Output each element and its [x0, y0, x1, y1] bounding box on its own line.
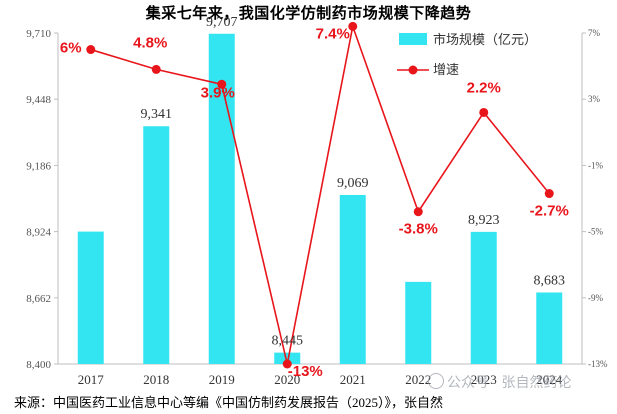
watermark-text: 公众号 · 张自然药论: [447, 374, 572, 390]
x-tick-label: 2019: [209, 372, 235, 387]
x-tick-label: 2023: [471, 372, 497, 387]
y-right-tick-label: -5%: [588, 227, 603, 237]
growth-rate-label: 4.8%: [133, 34, 167, 51]
chart-title: 集采七年来，我国化学仿制药市场规模下降趋势: [145, 5, 472, 22]
growth-line-path: [90, 23, 550, 365]
growth-point: [86, 45, 96, 55]
growth-rate-label: -13%: [288, 363, 323, 380]
y-right-tick-label: 7%: [588, 28, 601, 38]
bar-value-label: 8,683: [534, 273, 566, 288]
y-left-tick-label: 8,400: [26, 359, 51, 371]
y-left-tick-label: 9,448: [26, 94, 51, 106]
growth-rate-label: 3.9%: [201, 84, 235, 101]
legend-line-marker: [408, 65, 418, 75]
wechat-icon: [428, 373, 444, 389]
y-left-tick-label: 8,662: [26, 293, 51, 305]
y-right-tick-label: -1%: [588, 160, 603, 170]
axes: 8,400 8,662 8,924 9,186 9,448 9,710 -13% -9% -5%…: [26, 28, 608, 387]
x-tick-label: 2017: [78, 372, 105, 387]
y-left-tick-label: 9,186: [26, 160, 51, 172]
growth-rate-label: 7.4%: [316, 25, 350, 42]
bar-value-label: 8,923: [468, 213, 500, 228]
growth-rate-label: 6%: [60, 40, 82, 57]
bar: [77, 231, 104, 364]
growth-point: [413, 207, 423, 217]
growth-point: [282, 359, 292, 369]
y-right-tick-label: -13%: [588, 359, 608, 369]
source-note: 来源：中国医药工业信息中心等编《中国仿制药发展报告（2025）》，张自然: [14, 395, 444, 410]
legend-line-label: 增速: [433, 62, 459, 77]
growth-rate-label: -2.7%: [530, 203, 569, 220]
y-right-tick-label: -9%: [588, 293, 603, 303]
bar-value-label: 9,707: [206, 15, 238, 30]
growth-rate-label: 2.2%: [467, 79, 501, 96]
bar: [274, 352, 301, 364]
growth-point: [151, 64, 161, 74]
legend: 市场规模（亿元） 增速: [397, 32, 537, 77]
watermark: 公众号 · 张自然药论: [428, 372, 571, 392]
growth-rate-label: -3.8%: [399, 221, 438, 238]
legend-bar-label: 市场规模（亿元）: [433, 32, 537, 47]
growth-point: [544, 189, 554, 199]
bar-value-label: 9,069: [337, 176, 369, 191]
x-tick-label: 2024: [536, 372, 563, 387]
data-labels: 9,341 9,707 8,445 9,069 8,923 8,683 6% 4.8% 3.9%…: [60, 15, 569, 380]
bar: [536, 292, 563, 364]
bar-value-label: 8,445: [272, 334, 304, 349]
y-right-tick-label: 3%: [588, 94, 601, 104]
x-tick-label: 2020: [274, 372, 300, 387]
x-tick-label: 2018: [143, 372, 169, 387]
bar: [143, 126, 170, 365]
y-left-tick-label: 9,710: [26, 28, 51, 40]
bars: [77, 33, 563, 365]
legend-bar-swatch: [399, 33, 427, 45]
y-left-tick-label: 8,924: [26, 227, 51, 239]
growth-point: [479, 107, 489, 117]
x-tick-label: 2022: [405, 372, 431, 387]
bar: [405, 281, 432, 364]
growth-point: [348, 21, 358, 31]
bar: [470, 231, 497, 364]
bar: [339, 194, 366, 364]
x-tick-label: 2021: [340, 372, 366, 387]
growth-line: [86, 21, 554, 369]
bar-value-label: 9,341: [141, 107, 173, 122]
growth-point: [217, 79, 227, 89]
